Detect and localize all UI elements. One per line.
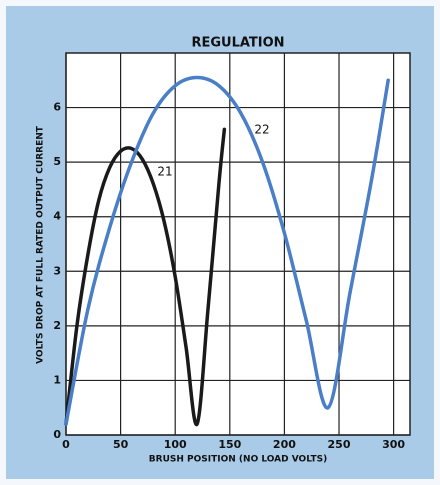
x-tick-label: 200 bbox=[273, 438, 296, 451]
x-axis-label: BRUSH POSITION (NO LOAD VOLTS) bbox=[149, 455, 327, 465]
x-tick-label: 50 bbox=[113, 438, 129, 451]
y-tick-label: 4 bbox=[53, 210, 61, 223]
series-label: 22 bbox=[254, 123, 269, 137]
y-tick-label: 5 bbox=[53, 155, 61, 168]
x-tick-label: 0 bbox=[62, 438, 70, 451]
plot-frame bbox=[65, 52, 411, 436]
y-tick-label: 3 bbox=[53, 264, 61, 277]
x-tick-label: 300 bbox=[382, 438, 405, 451]
x-tick-label: 100 bbox=[164, 438, 187, 451]
y-tick-label: 6 bbox=[53, 101, 61, 114]
y-tick-label: 2 bbox=[53, 319, 61, 332]
data-line bbox=[64, 127, 227, 426]
y-axis-label: VOLTS DROP AT FULL RATED OUTPUT CURRENT bbox=[36, 125, 46, 364]
x-tick-label: 150 bbox=[218, 438, 241, 451]
plot-area bbox=[66, 53, 410, 435]
y-tick-label: 0 bbox=[53, 428, 61, 441]
series-label: 21 bbox=[157, 165, 172, 179]
chart-title: REGULATION bbox=[191, 36, 284, 51]
y-tick-label: 1 bbox=[53, 373, 61, 386]
data-line bbox=[64, 75, 390, 426]
x-tick-label: 250 bbox=[328, 438, 351, 451]
